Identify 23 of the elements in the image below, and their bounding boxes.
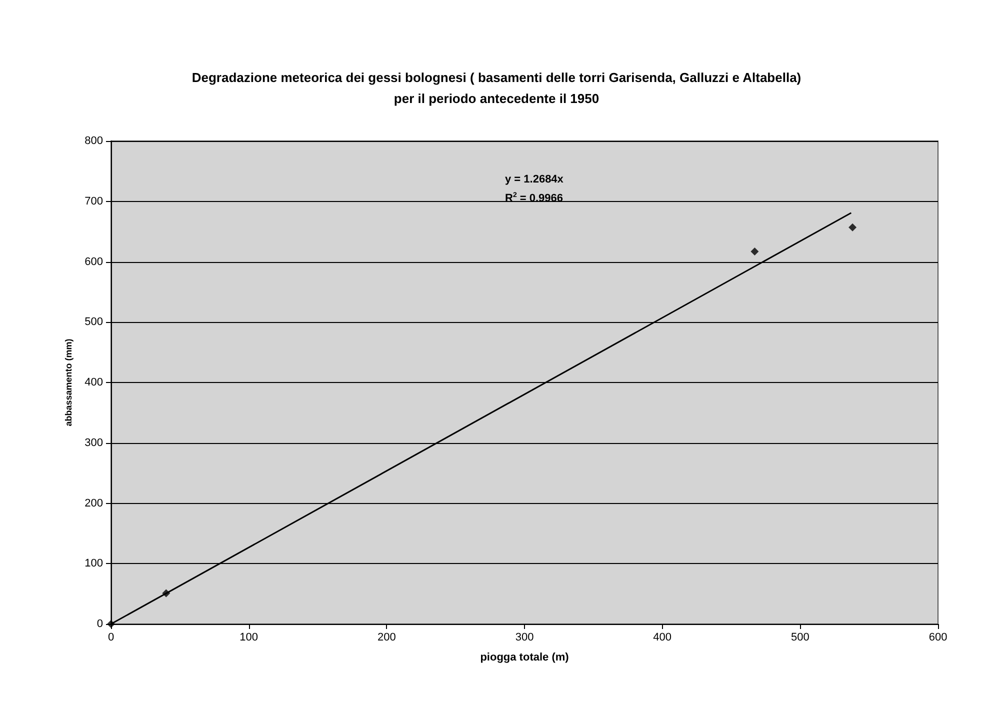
y-tick-label: 200: [84, 497, 103, 510]
x-tick-label: 400: [653, 632, 672, 644]
x-tick-label: 100: [240, 632, 258, 644]
x-tick-label: 200: [377, 632, 396, 644]
x-tick-label: 300: [515, 632, 534, 644]
y-tick-label: 600: [84, 256, 103, 268]
point: [848, 223, 857, 232]
y-tick-label: 700: [84, 195, 103, 208]
point: [750, 247, 759, 256]
y-tick-label: 100: [84, 558, 103, 570]
chart-title: Degradazione meteorica dei gessi bolognesi ( basamenti delle torri Garisenda, Galluzzi e Altabella) per il periodo antecedente il 1950: [192, 70, 802, 106]
x-tick-label: 600: [928, 632, 948, 644]
y-tick-label: 400: [84, 376, 103, 388]
annotation: y = 1.2684x: [505, 174, 564, 186]
y-tick-label: 0: [96, 618, 103, 630]
y-axis-title: abbassamento (mm): [64, 338, 74, 426]
x-tick-label: 500: [790, 632, 810, 644]
y-tick-label: 800: [84, 135, 103, 147]
x-axis-title: piogga totale (m): [480, 652, 570, 664]
y-tick-label: 300: [84, 436, 103, 449]
x-tick-label: 0: [108, 632, 114, 644]
y-tick-label: 500: [84, 316, 103, 328]
point: [162, 589, 170, 598]
